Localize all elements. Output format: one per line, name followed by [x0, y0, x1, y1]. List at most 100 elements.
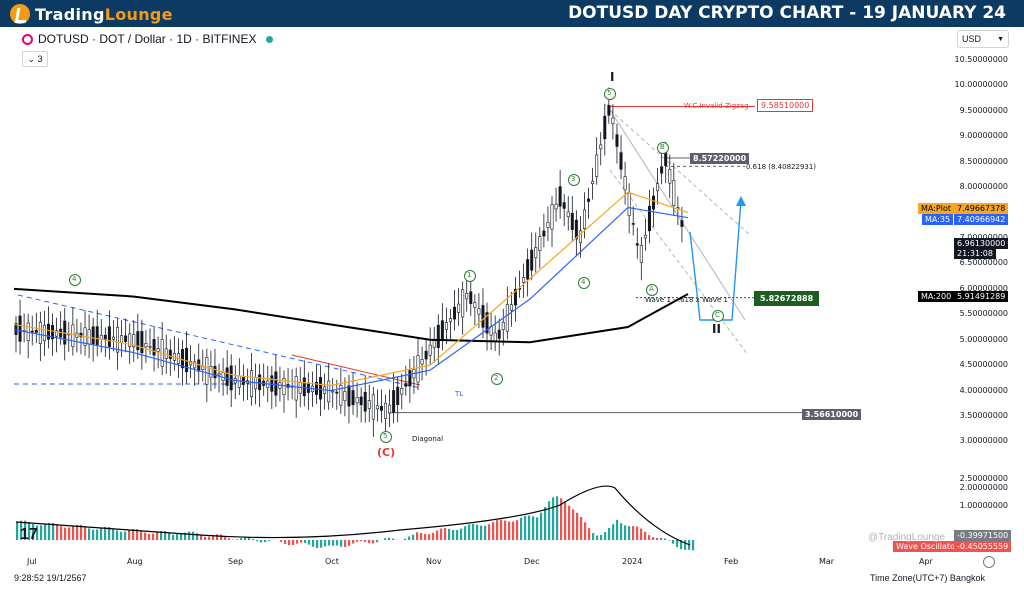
osc-bar — [520, 517, 523, 540]
osc-bar — [168, 532, 171, 540]
osc-bar — [112, 528, 115, 540]
candle-body — [497, 329, 501, 339]
candle-body — [485, 312, 489, 334]
osc-bar — [124, 531, 127, 540]
osc-bar — [72, 526, 75, 540]
osc-bar — [524, 515, 527, 540]
osc-bar — [576, 512, 579, 540]
currency-select[interactable]: USD ▼ — [957, 30, 1009, 48]
logo-text: TradingLounge — [35, 5, 173, 24]
candle-body — [371, 394, 375, 420]
candle-body — [359, 396, 363, 406]
candle-body — [526, 259, 530, 280]
osc-bar — [552, 497, 555, 540]
time-axis-label: Oct — [325, 557, 339, 566]
osc-bar — [408, 536, 411, 540]
candle-body — [302, 377, 306, 397]
wave-label-circle — [646, 284, 658, 296]
osc-bar — [648, 535, 651, 540]
candle-body — [164, 348, 168, 359]
settings-icon[interactable] — [983, 556, 995, 568]
collapse-indicators-button[interactable]: ⌄ 3 — [22, 51, 48, 67]
tradinglounge-logo: TradingLounge — [10, 4, 173, 24]
osc-bar — [476, 524, 479, 540]
candle-body — [461, 289, 465, 318]
osc-bar — [484, 525, 487, 540]
osc-bar — [180, 533, 183, 540]
osc-bar — [372, 540, 375, 544]
candle-body — [363, 391, 367, 412]
osc-bar — [376, 540, 379, 543]
header-bar: TradingLounge DOTUSD DAY CRYPTO CHART - … — [0, 0, 1024, 27]
logo-suffix: Lounge — [104, 4, 173, 24]
ma-plot-tag: MA:Plot — [918, 203, 955, 214]
candle-body — [335, 391, 339, 394]
candle-body — [140, 331, 144, 354]
osc-bar — [448, 528, 451, 540]
osc-bar — [564, 501, 567, 540]
wave-label: 4 — [72, 275, 77, 283]
price-axis-tick: 7.00000000 — [960, 233, 1008, 242]
price-axis-tick: 5.00000000 — [959, 334, 1008, 344]
osc-bar — [40, 525, 43, 540]
candle-body — [193, 361, 197, 369]
candle-body — [79, 332, 83, 338]
candle-body — [250, 370, 254, 398]
wave-label: 4 — [581, 278, 586, 286]
time-axis-label: Apr — [919, 557, 933, 566]
osc-bar — [156, 532, 159, 540]
candle-body — [595, 154, 599, 177]
osc-bar — [288, 540, 291, 546]
candle-body — [51, 325, 55, 340]
symbol-info[interactable]: DOTUSD · DOT / Dollar · 1D · BITFINEX — [22, 32, 274, 46]
osc-bar — [496, 520, 499, 540]
osc-bar — [204, 536, 207, 540]
osc-bar — [36, 525, 39, 540]
candle-body — [615, 134, 619, 147]
osc-bar — [592, 533, 595, 540]
osc-bar — [404, 538, 407, 540]
candle-body — [367, 400, 371, 409]
channel-lower — [609, 169, 749, 356]
candle-body — [132, 334, 136, 348]
candle-body — [457, 303, 461, 313]
osc-bar — [428, 534, 431, 540]
osc-bar — [184, 532, 187, 540]
price-axis-tick: 10.00000000 — [954, 80, 1008, 90]
time-readout: 9:28:52 19/1/2567 — [14, 573, 87, 583]
candle-body — [197, 359, 201, 372]
candle-body — [144, 343, 148, 348]
wave-target-text: Wave 1 - .618 x Wave 1 — [645, 296, 728, 304]
candle-body — [107, 326, 111, 347]
osc-bar — [608, 528, 611, 540]
logo-prefix: Trading — [35, 4, 105, 24]
osc-bar — [236, 539, 239, 540]
candle-body — [270, 375, 274, 392]
market-status-icon — [266, 35, 274, 43]
candle-body — [664, 151, 668, 166]
candle-body — [469, 291, 473, 304]
osc-bar — [444, 528, 447, 540]
last-price-tag: 6.96130000 — [954, 238, 1009, 249]
osc-bar — [76, 524, 79, 540]
osc-bar — [596, 535, 599, 540]
osc-bar — [344, 540, 347, 547]
osc-bar — [672, 540, 675, 544]
osc-bar — [52, 522, 55, 540]
candle-body — [660, 166, 664, 174]
candle-body — [156, 348, 160, 352]
osc-bar — [420, 532, 423, 540]
osc-bar — [436, 530, 439, 540]
candle-body — [120, 335, 124, 344]
ma-line-ma35 — [13, 206, 689, 392]
osc-bar — [340, 540, 343, 547]
osc-line — [15, 485, 691, 546]
timezone-button[interactable]: Time Zone(UTC+7) Bangkok — [870, 573, 985, 583]
candle-body — [327, 380, 331, 403]
osc-bar — [172, 534, 175, 540]
candle-body — [221, 372, 225, 381]
candle-body — [258, 374, 262, 391]
candle-body — [339, 384, 343, 406]
ma35-value: 7.40966942 — [954, 214, 1009, 225]
